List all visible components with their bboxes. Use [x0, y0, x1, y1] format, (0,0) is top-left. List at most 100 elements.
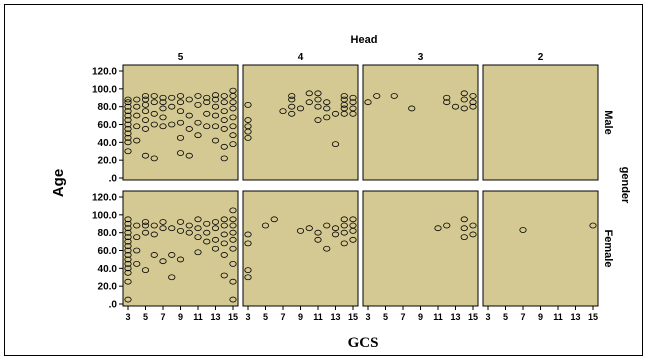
data-point [185, 152, 193, 159]
data-point [270, 216, 278, 223]
column-label-4: 4 [298, 52, 304, 63]
data-point [124, 252, 132, 258]
data-point [229, 105, 237, 112]
data-point [340, 93, 348, 99]
data-point [211, 96, 220, 103]
data-point [469, 99, 477, 106]
data-point [349, 216, 357, 223]
data-point [229, 87, 237, 94]
data-point [460, 105, 468, 112]
data-point [443, 222, 451, 229]
data-point [288, 96, 296, 103]
data-point [194, 119, 202, 126]
x-tick-label: 5 [503, 312, 508, 322]
y-tick-label: .0 [109, 174, 118, 185]
data-point [124, 108, 132, 115]
data-point [124, 229, 132, 236]
x-tick-label: 13 [450, 312, 460, 322]
data-point [460, 96, 468, 103]
data-point [203, 110, 211, 117]
x-tick-label: 5 [263, 312, 268, 322]
data-point [211, 225, 220, 232]
x-tick-label: 15 [228, 312, 238, 322]
data-point [460, 225, 468, 232]
data-point [229, 99, 237, 106]
data-point [340, 216, 348, 223]
panel-background [482, 64, 599, 181]
data-point [150, 222, 158, 229]
y-tick-label: .0 [109, 300, 118, 311]
data-point [150, 110, 158, 117]
data-point [220, 272, 228, 279]
data-point [124, 117, 132, 123]
data-point [220, 143, 228, 150]
data-point [211, 103, 220, 110]
x-tick-label: 13 [330, 312, 340, 322]
data-point [203, 123, 211, 130]
data-point [244, 101, 252, 108]
data-point [220, 99, 228, 106]
data-point [340, 240, 348, 247]
data-point [331, 225, 340, 232]
y-axis-label: Age [50, 169, 67, 197]
data-point [159, 99, 167, 106]
x-tick-label: 9 [178, 312, 183, 322]
data-point [133, 234, 141, 241]
data-point [159, 123, 167, 130]
data-point [296, 105, 305, 112]
data-point [211, 219, 220, 225]
data-point [141, 219, 150, 225]
data-point [194, 93, 202, 99]
x-tick-label: 5 [143, 312, 148, 322]
data-point [141, 267, 150, 274]
data-point [469, 222, 477, 229]
data-point [349, 222, 357, 229]
data-point [124, 269, 132, 276]
data-point [469, 103, 477, 110]
data-point [323, 222, 331, 229]
x-tick-label: 3 [125, 312, 130, 322]
data-point [141, 108, 150, 115]
data-point [124, 265, 132, 272]
data-point [168, 252, 176, 258]
data-point [203, 220, 211, 227]
data-point [194, 225, 202, 232]
data-point [443, 94, 451, 101]
data-point [349, 105, 357, 112]
data-point [124, 126, 132, 132]
data-point [220, 126, 228, 132]
data-point [168, 94, 176, 101]
data-point [203, 229, 211, 236]
data-point [331, 231, 340, 238]
data-point [133, 222, 141, 229]
data-point [229, 207, 237, 214]
data-point [229, 229, 237, 236]
data-point [211, 137, 220, 144]
x-tick-label: 7 [280, 312, 285, 322]
data-point [185, 96, 193, 103]
data-point [220, 108, 228, 115]
data-point [150, 231, 158, 238]
data-point [314, 103, 322, 110]
data-point [314, 236, 322, 243]
data-point [340, 105, 348, 112]
data-point [443, 99, 451, 106]
data-point [229, 236, 237, 243]
x-tick-label: 15 [588, 312, 598, 322]
data-point [340, 222, 348, 229]
data-point [133, 137, 141, 144]
data-point [519, 227, 527, 233]
y-tick-label: 60.0 [98, 246, 118, 257]
data-point [305, 99, 313, 106]
data-point [141, 126, 150, 132]
data-point [323, 99, 331, 106]
data-point [133, 247, 141, 254]
data-point [220, 231, 228, 238]
y-tick-label: 60.0 [98, 120, 118, 131]
panel-male-3 [362, 64, 479, 181]
data-point [340, 96, 348, 103]
data-point [124, 225, 132, 232]
data-point [229, 278, 237, 285]
data-point [176, 150, 185, 156]
data-point [211, 123, 220, 130]
